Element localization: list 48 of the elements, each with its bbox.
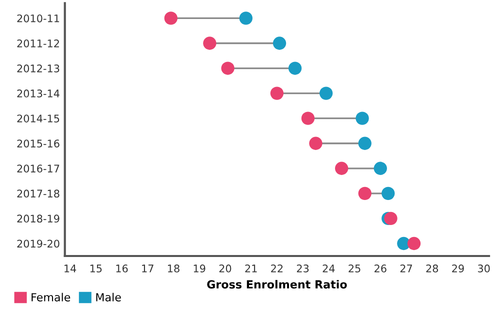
y-tick-label: 2017-18 — [17, 190, 60, 198]
point — [301, 112, 315, 125]
point — [288, 62, 302, 75]
y-tick-label: 2014-15 — [17, 114, 60, 122]
y-tick-label: 2019-20 — [17, 240, 60, 248]
point — [382, 186, 395, 200]
x-tick-label: 29 — [452, 264, 464, 272]
x-tick-label: 25 — [348, 264, 360, 272]
point — [356, 112, 369, 125]
x-tick-label: 26 — [374, 264, 386, 272]
point — [270, 86, 284, 100]
point — [374, 162, 387, 175]
point — [164, 12, 178, 25]
y-tick-label: 2013-14 — [17, 90, 60, 98]
x-tick-label: 18 — [168, 264, 180, 272]
x-axis-title: Gross Enrolment Ratio — [207, 280, 347, 289]
x-tick-label: 28 — [426, 264, 438, 272]
y-tick-label: 2012-13 — [17, 64, 60, 72]
x-tick-label: 15 — [90, 264, 102, 272]
point — [221, 62, 234, 75]
x-tick-label: 17 — [142, 264, 154, 272]
point — [358, 136, 372, 150]
x-tick-label: 16 — [116, 264, 128, 272]
point — [203, 36, 216, 50]
point — [239, 12, 252, 25]
point — [358, 186, 372, 200]
x-tick-label: 19 — [194, 264, 206, 272]
x-tick-label: 23 — [296, 264, 309, 272]
y-tick-label: 2015-16 — [17, 140, 60, 148]
x-tick-label: 30 — [478, 264, 490, 272]
x-tick-label: 21 — [245, 264, 257, 272]
y-tick-label: 2011-12 — [17, 39, 59, 48]
x-tick-label: 22 — [271, 264, 283, 272]
y-tick-label: 2010-11 — [17, 14, 60, 22]
legend-label: Male — [96, 292, 121, 302]
x-tick-label: 14 — [64, 264, 76, 272]
x-tick-label: 27 — [400, 264, 412, 272]
x-tick-label: 24 — [322, 264, 335, 272]
legend-label: Female — [32, 292, 70, 302]
point — [319, 86, 333, 100]
point — [384, 212, 398, 226]
point — [309, 136, 322, 150]
x-tick-label: 20 — [219, 264, 232, 272]
y-tick-label: 2018-19 — [17, 214, 60, 223]
point — [272, 36, 286, 50]
point — [335, 162, 348, 175]
point — [407, 236, 421, 250]
y-tick-label: 2016-17 — [17, 164, 60, 172]
